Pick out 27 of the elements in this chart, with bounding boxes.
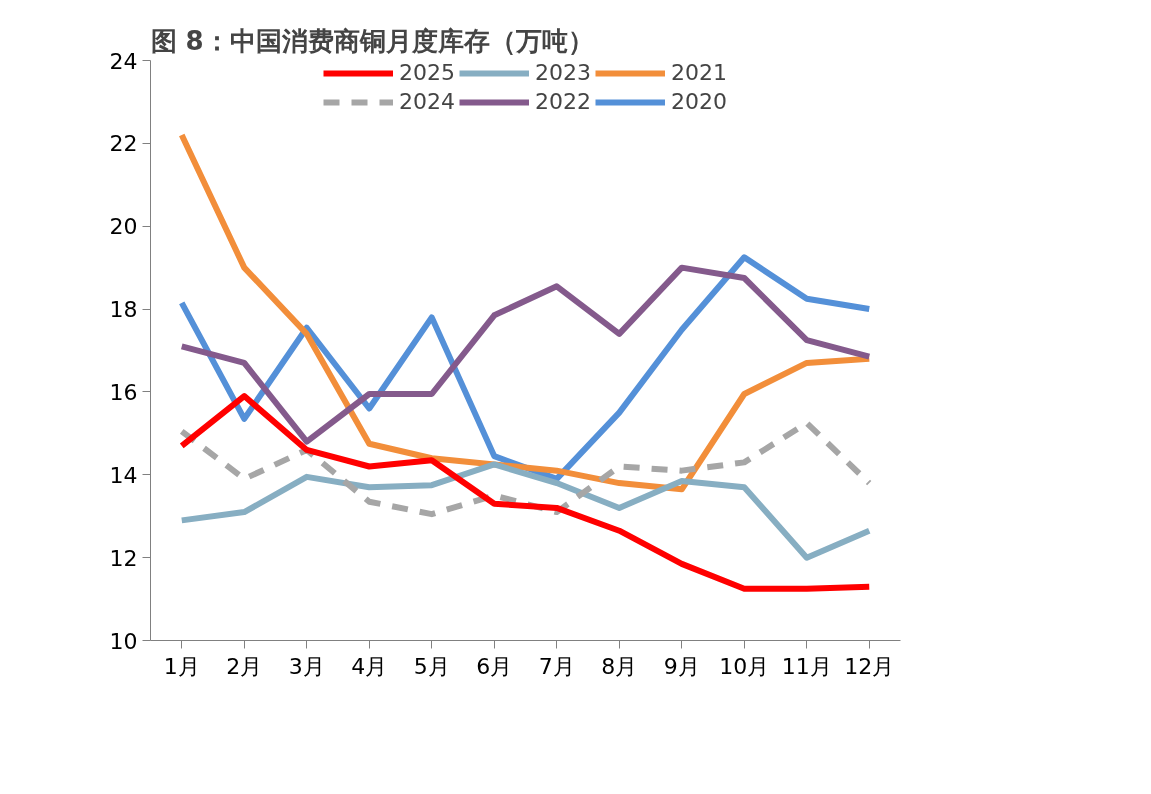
x-tick-label: 6月 bbox=[476, 653, 513, 679]
y-tick-label: 22 bbox=[109, 131, 138, 157]
x-tick-label: 10月 bbox=[719, 653, 770, 679]
y-tick-label: 18 bbox=[109, 297, 138, 323]
y-tick-label: 20 bbox=[109, 214, 138, 240]
legend-label: 2025 bbox=[399, 60, 455, 85]
legend-label: 2020 bbox=[671, 89, 727, 114]
legend-label: 2022 bbox=[535, 89, 591, 114]
x-tick-label: 1月 bbox=[163, 653, 200, 679]
legend-label: 2024 bbox=[399, 89, 455, 114]
chart-title: 图 8：中国消费商铜月度库存（万吨） bbox=[150, 25, 594, 56]
x-tick-label: 9月 bbox=[663, 653, 700, 679]
x-tick-label: 5月 bbox=[413, 653, 450, 679]
x-tick-label: 12月 bbox=[844, 653, 895, 679]
x-tick-label: 8月 bbox=[601, 653, 638, 679]
y-tick-label: 14 bbox=[109, 462, 138, 488]
y-tick-label: 16 bbox=[109, 379, 138, 405]
legend-label: 2023 bbox=[535, 60, 591, 85]
x-tick-label: 11月 bbox=[781, 653, 832, 679]
y-tick-label: 12 bbox=[109, 545, 138, 571]
legend-label: 2021 bbox=[671, 60, 727, 85]
x-tick-label: 7月 bbox=[538, 653, 575, 679]
y-tick-label: 24 bbox=[109, 48, 138, 74]
x-tick-label: 3月 bbox=[288, 653, 325, 679]
x-tick-label: 4月 bbox=[351, 653, 388, 679]
y-tick-label: 10 bbox=[109, 628, 138, 654]
x-tick-label: 2月 bbox=[226, 653, 263, 679]
